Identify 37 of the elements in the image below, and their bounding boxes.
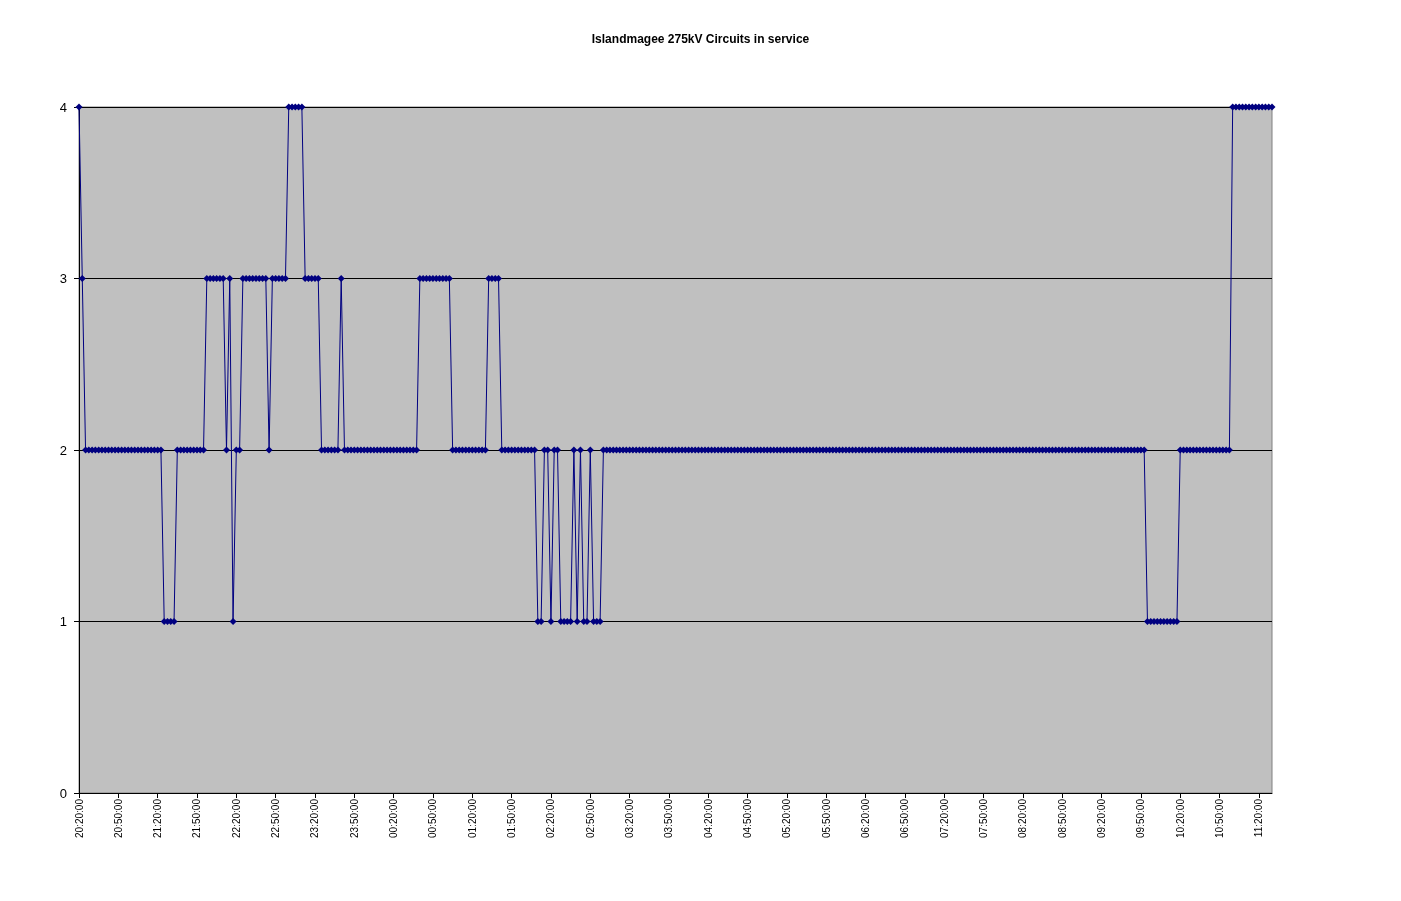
x-tick-label: 06:50:00: [899, 798, 911, 838]
x-tick-label: 05:20:00: [781, 798, 793, 838]
x-tick-label: 22:20:00: [230, 798, 242, 838]
x-tick-label: 02:50:00: [584, 798, 596, 838]
y-tick-label: 2: [59, 442, 67, 458]
x-tick-label: 08:50:00: [1056, 798, 1068, 838]
y-tick-label: 1: [59, 614, 67, 629]
x-tick-label: 21:20:00: [152, 798, 164, 838]
x-tick-label: 03:20:00: [624, 798, 636, 838]
x-tick-label: 22:50:00: [270, 798, 282, 838]
x-tick-label: 04:20:00: [702, 798, 714, 838]
x-tick-label: 10:20:00: [1174, 798, 1186, 838]
x-tick-label: 07:20:00: [938, 798, 950, 838]
y-tick-label: 0: [59, 785, 67, 801]
y-tick-label: 3: [59, 271, 67, 286]
x-tick-label: 20:50:00: [112, 798, 124, 838]
x-tick-label: 00:20:00: [388, 798, 400, 838]
x-tick-label: 01:50:00: [506, 798, 518, 838]
x-tick-label: 05:50:00: [820, 798, 832, 838]
x-tick-label: 10:50:00: [1214, 798, 1226, 838]
x-tick-label: 23:20:00: [309, 798, 321, 838]
x-tick-label: 23:50:00: [348, 798, 360, 838]
x-tick-label: 03:50:00: [663, 798, 675, 838]
x-tick-label: 11:20:00: [1253, 798, 1265, 838]
x-tick-label: 08:20:00: [1017, 798, 1029, 838]
chart-title: Islandmagee 275kV Circuits in service: [591, 32, 810, 46]
x-tick-label: 09:50:00: [1135, 798, 1147, 838]
x-tick-label: 01:20:00: [466, 798, 478, 838]
x-tick-label: 06:20:00: [860, 798, 872, 838]
y-tick-label: 4: [59, 99, 67, 115]
x-tick-label: 07:50:00: [978, 798, 990, 838]
x-tick-label: 00:50:00: [427, 798, 439, 838]
x-tick-label: 09:20:00: [1096, 798, 1108, 838]
x-tick-label: 20:20:00: [73, 798, 85, 838]
x-tick-label: 04:50:00: [742, 798, 754, 838]
x-tick-label: 02:20:00: [545, 798, 557, 838]
x-tick-label: 21:50:00: [191, 798, 203, 838]
